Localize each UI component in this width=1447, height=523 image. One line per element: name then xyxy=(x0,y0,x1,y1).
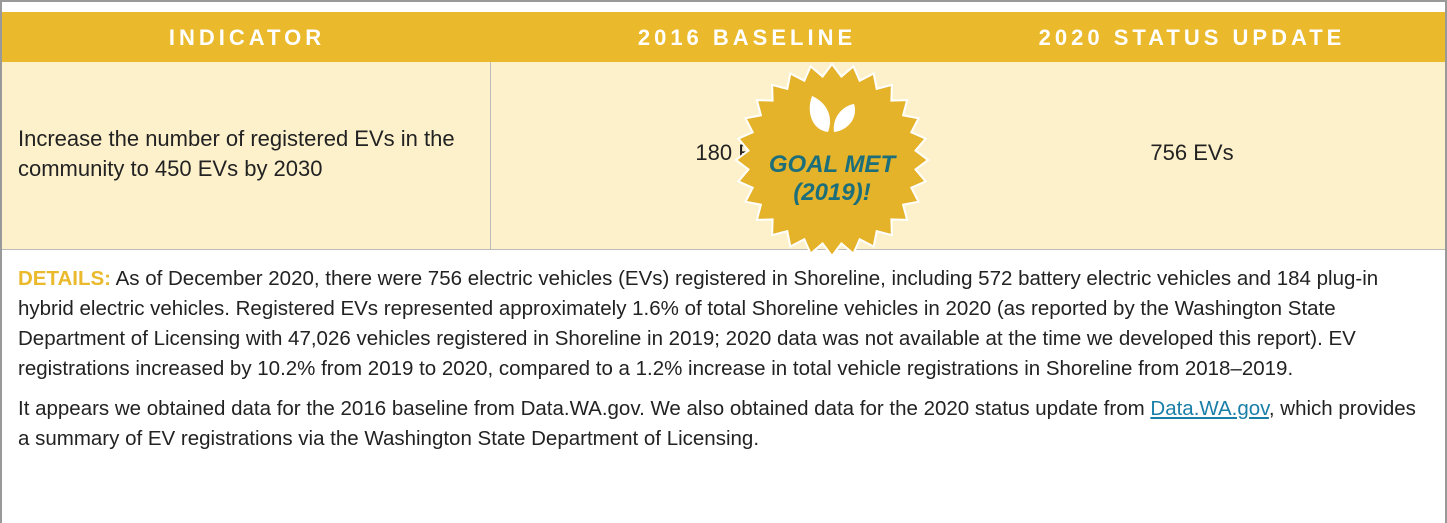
badge-text: (2019)! xyxy=(793,179,870,206)
column-header: 2016 BASELINE xyxy=(637,25,857,50)
header-row: INDICATOR 2016 BASELINE 2020 STATUS UPDA… xyxy=(2,12,1445,62)
goal-badge: GOAL MET (2019)! xyxy=(734,62,930,258)
source-text: It appears we obtained data for the 2016… xyxy=(18,397,1145,420)
details-text: As of December 2020, there were 756 elec… xyxy=(18,267,1379,380)
badge-shape xyxy=(734,62,930,258)
column-header: 2020 STATUS UPDATE xyxy=(1038,25,1346,50)
status: 756 EVs xyxy=(1150,140,1234,165)
source-text: , which provides a summary of EV registr… xyxy=(18,397,1416,450)
leaf-icon xyxy=(809,96,856,132)
source-link[interactable]: Data.WA.gov xyxy=(1150,397,1269,420)
indicator: Increase the number of registered EVs in… xyxy=(18,126,455,181)
details-paragraph: DETAILS: As of December 2020, there were… xyxy=(18,264,1428,384)
divider xyxy=(490,62,491,249)
column-header: INDICATOR xyxy=(168,25,326,50)
source-paragraph: It appears we obtained data for the 2016… xyxy=(18,394,1428,454)
details: DETAILS: As of December 2020, there were… xyxy=(18,264,1428,464)
details-label: DETAILS: xyxy=(18,267,112,290)
badge-text: GOAL MET xyxy=(769,151,898,178)
indicator-row: Increase the number of registered EVs in… xyxy=(2,62,1445,250)
